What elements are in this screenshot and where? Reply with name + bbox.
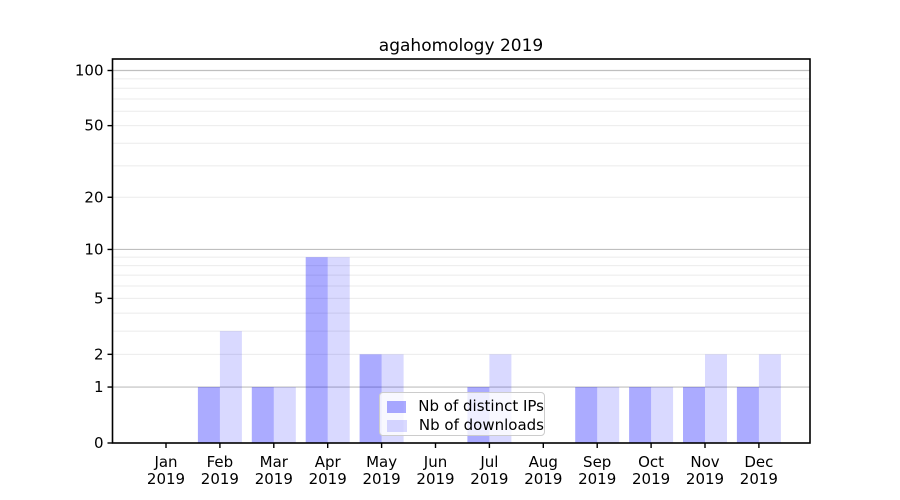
x-tick-label-month: Oct: [638, 453, 664, 471]
y-tick-label: 1: [94, 378, 104, 396]
bar-downloads: [273, 387, 296, 443]
bar-distinct-ips: [629, 387, 652, 443]
axes-frame: [111, 58, 811, 444]
legend-swatch-distinct-ips-icon: [387, 400, 407, 413]
x-tick-label-month: Dec: [744, 453, 773, 471]
x-tick-label-year: 2019: [470, 470, 508, 488]
bar-downloads: [705, 354, 727, 443]
bar-distinct-ips: [683, 387, 705, 443]
x-tick-label-year: 2019: [524, 470, 562, 488]
bar-downloads: [327, 257, 350, 443]
x-tick-label-month: Apr: [315, 453, 342, 471]
legend-label-distinct-ips: Nb of distinct IPs: [418, 397, 544, 415]
legend-item-distinct-ips: Nb of distinct IPs: [387, 398, 544, 415]
bar-downloads: [597, 387, 620, 443]
legend-item-downloads: Nb of downloads: [387, 417, 544, 434]
x-tick-label-month: Aug: [529, 453, 558, 471]
legend-label-downloads: Nb of downloads: [418, 416, 544, 434]
bar-distinct-ips: [305, 257, 328, 443]
bar-distinct-ips: [359, 354, 382, 443]
y-tick-label: 2: [94, 345, 104, 363]
bar-distinct-ips: [197, 387, 220, 443]
x-tick-label-year: 2019: [147, 470, 185, 488]
x-tick-label-month: Feb: [207, 453, 234, 471]
bar-distinct-ips: [736, 387, 759, 443]
x-tick-label-year: 2019: [686, 470, 724, 488]
y-tick-label: 5: [94, 289, 104, 307]
x-tick-label-year: 2019: [416, 470, 454, 488]
y-tick-label: 10: [84, 240, 103, 258]
x-tick-label-year: 2019: [578, 470, 616, 488]
bar-downloads: [219, 331, 242, 443]
legend-swatch-downloads-icon: [387, 419, 407, 432]
x-tick-label-year: 2019: [363, 470, 401, 488]
x-tick-label-month: Mar: [260, 453, 289, 471]
y-tick-label: 100: [75, 62, 104, 80]
x-tick-label-year: 2019: [632, 470, 670, 488]
x-tick-label-month: May: [366, 453, 397, 471]
x-tick-label-month: Nov: [690, 453, 719, 471]
x-tick-label-month: Jun: [423, 453, 447, 471]
chart-legend: Nb of distinct IPs Nb of downloads: [379, 392, 545, 436]
y-tick-label: 20: [84, 188, 103, 206]
x-tick-label-year: 2019: [740, 470, 778, 488]
x-tick-label-month: Jul: [479, 453, 498, 471]
x-tick-label-month: Sep: [583, 453, 611, 471]
y-tick-label: 50: [84, 117, 103, 135]
x-tick-label-month: Jan: [153, 453, 177, 471]
x-tick-label-year: 2019: [201, 470, 239, 488]
x-tick-label-year: 2019: [255, 470, 293, 488]
bar-distinct-ips: [251, 387, 274, 443]
bar-downloads: [651, 387, 674, 443]
y-tick-label: 0: [94, 434, 104, 452]
bar-distinct-ips: [575, 387, 598, 443]
bar-downloads: [758, 354, 781, 443]
chart-title: agahomology 2019: [378, 36, 544, 56]
x-tick-label-year: 2019: [309, 470, 347, 488]
